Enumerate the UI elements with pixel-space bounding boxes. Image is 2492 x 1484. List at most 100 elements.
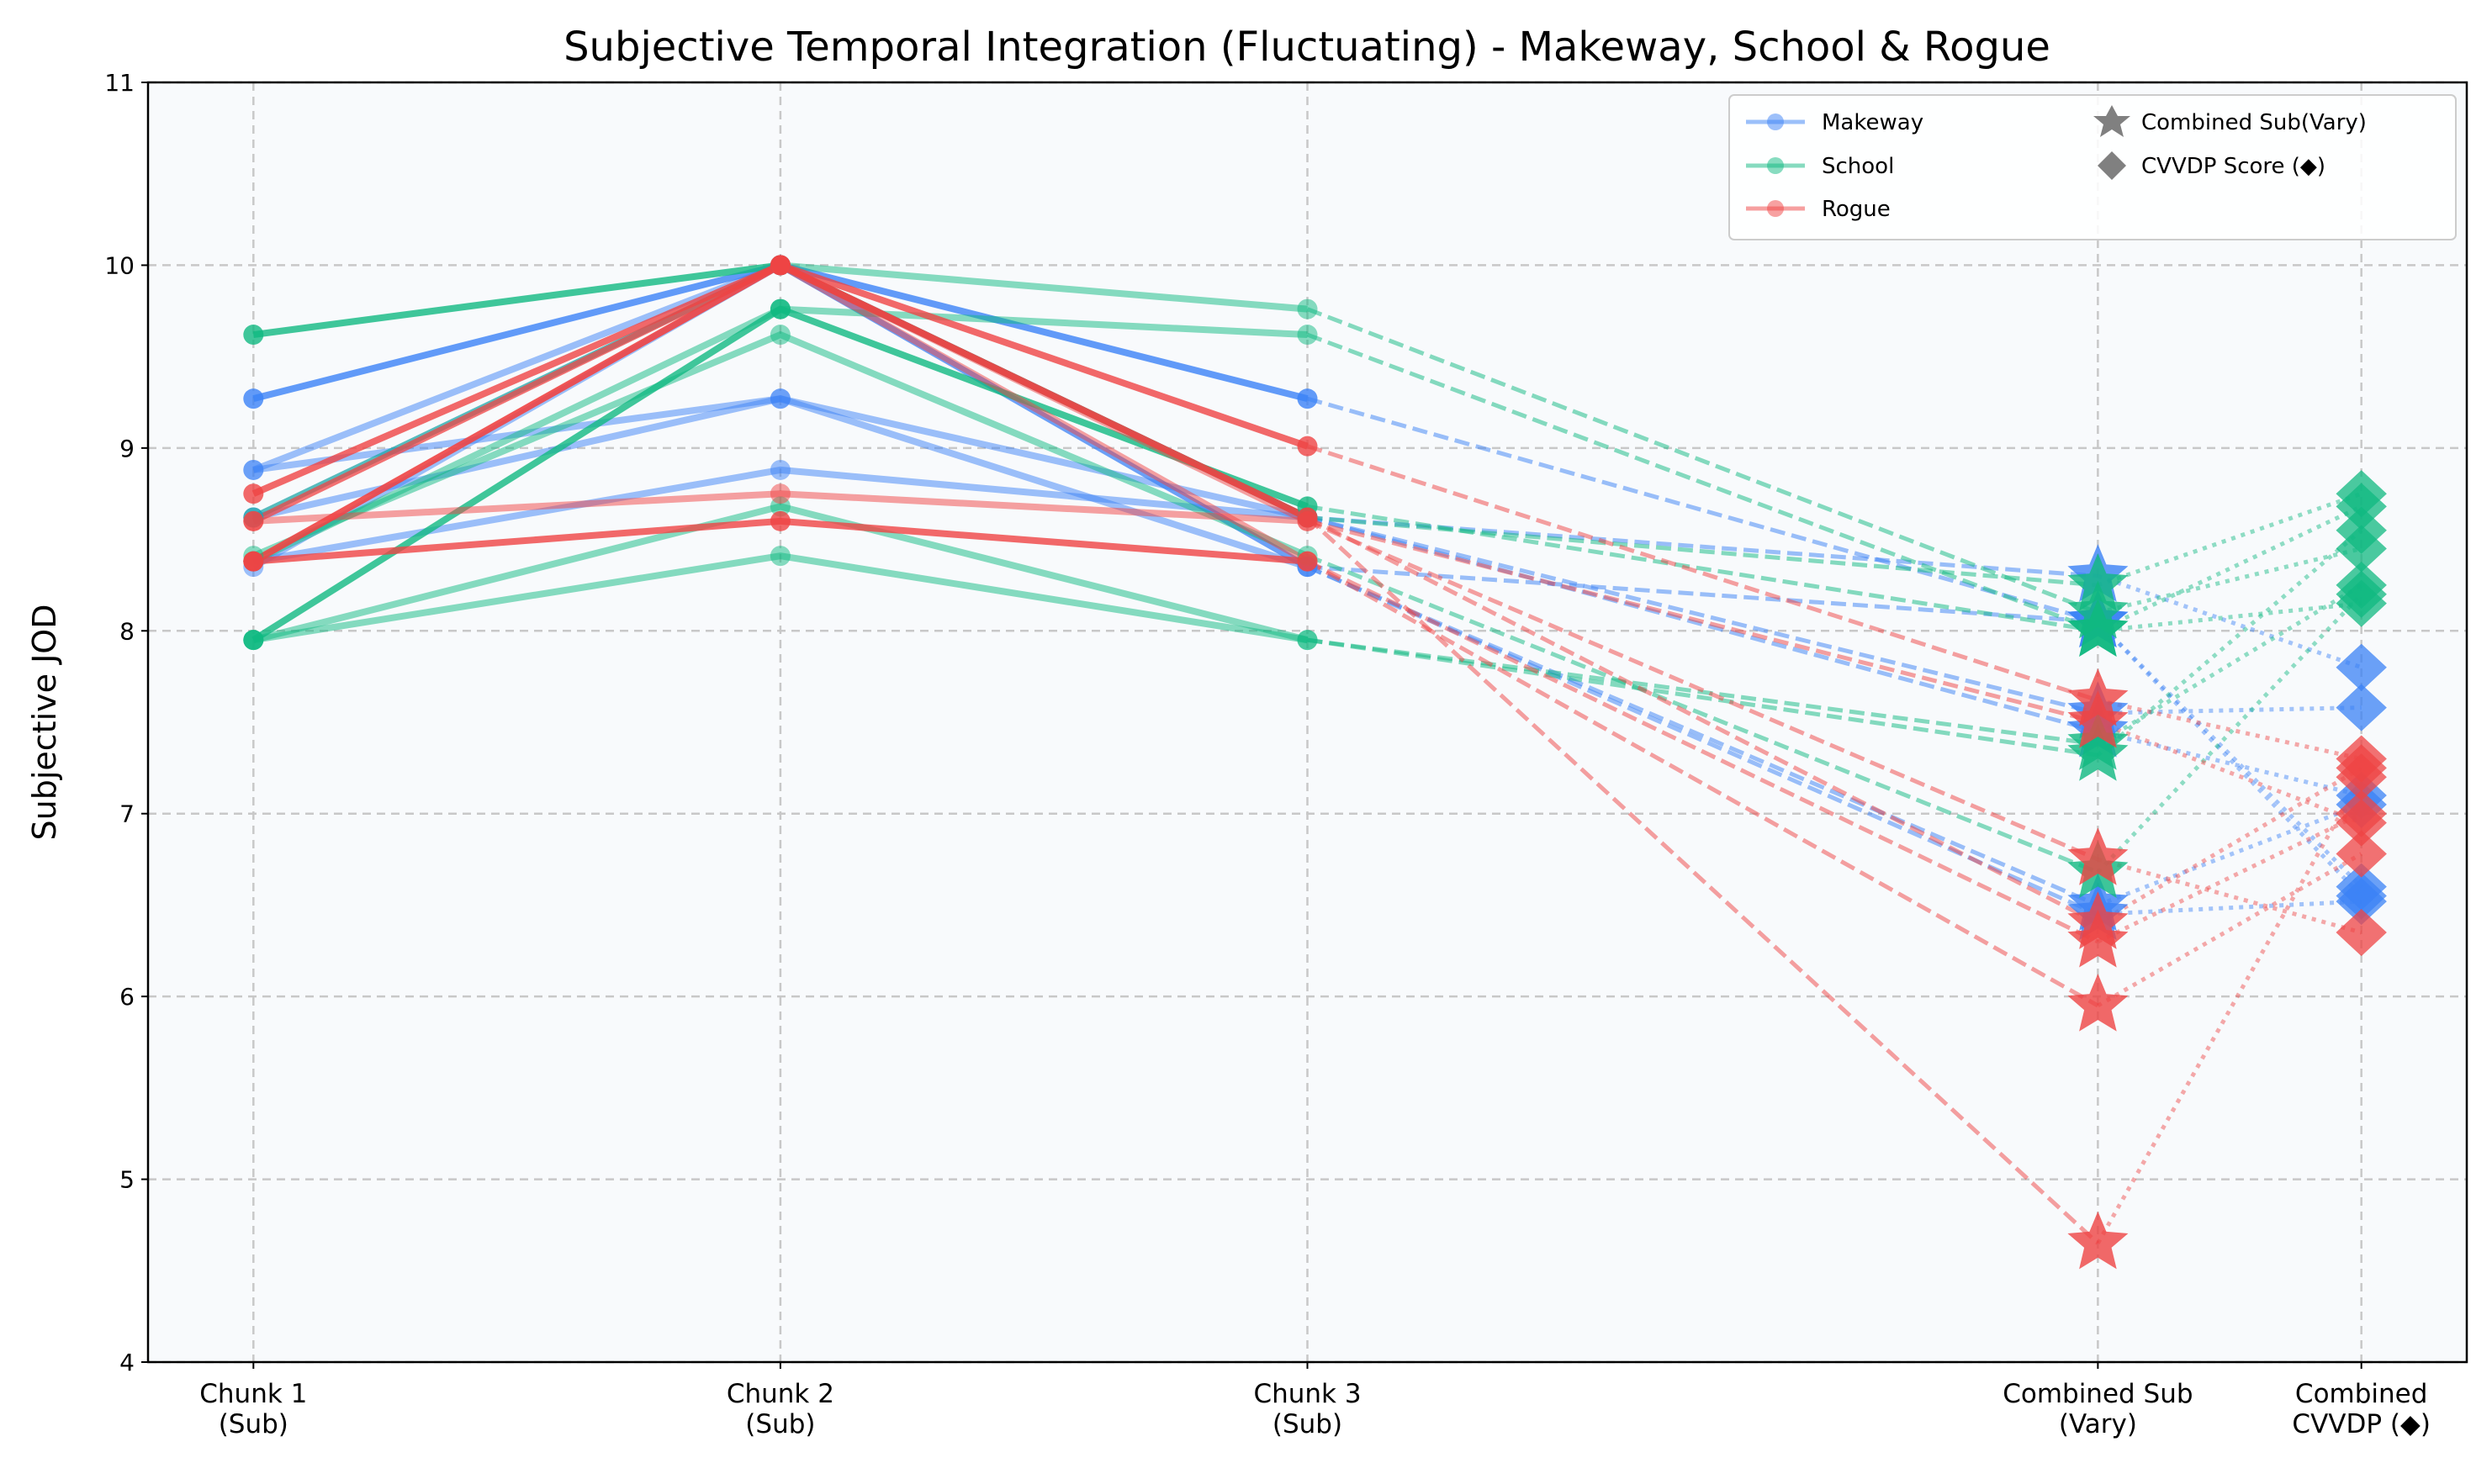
y-tick-label: 9 xyxy=(119,435,135,462)
rogue-combined-dashed-line xyxy=(1305,515,2100,1245)
school-cvvdp-diamond xyxy=(2336,579,2387,627)
makeway-cvvdp-dotted-line xyxy=(2097,573,2362,670)
makeway-cvvdp-dotted-line xyxy=(2096,620,2363,889)
rogue-combined-dashed-line xyxy=(1306,519,2099,725)
rogue-cvvdp-diamond xyxy=(2336,908,2387,957)
school-point xyxy=(770,546,791,567)
series-markers xyxy=(243,255,2387,1270)
x-tick-label: (Vary) xyxy=(2059,1409,2137,1439)
legend-label-cvvdp: CVVDP Score (◆) xyxy=(2141,154,2325,179)
makeway-point xyxy=(770,459,791,480)
rogue-combined-star xyxy=(2067,827,2129,885)
rogue-combined-star xyxy=(2067,690,2129,748)
x-tick-label: Chunk 1 xyxy=(199,1379,307,1409)
x-tick-label: (Sub) xyxy=(219,1409,288,1439)
school-cvvdp-dotted-line xyxy=(2098,601,2362,633)
legend-item-cvvdp: CVVDP Score (◆) xyxy=(2098,151,2325,180)
y-tick-label: 7 xyxy=(119,800,135,828)
chart-title: Subjective Temporal Integration (Fluctua… xyxy=(563,24,2050,71)
makeway-cvvdp-dotted-line xyxy=(2097,802,2362,907)
x-tick-label: (Sub) xyxy=(1272,1409,1342,1439)
legend-item-combined-sub: Combined Sub(Vary) xyxy=(2093,105,2367,137)
y-tick-label: 6 xyxy=(119,983,135,1011)
school-cvvdp-dotted-line xyxy=(2096,528,2363,758)
school-point xyxy=(770,325,791,346)
rogue-point xyxy=(1297,436,1318,457)
school-point xyxy=(243,630,264,651)
legend-frame xyxy=(1728,94,2457,240)
rogue-point xyxy=(770,483,791,504)
school-combined-dashed-line xyxy=(1307,637,2098,747)
makeway-point xyxy=(770,388,791,409)
rogue-cvvdp-dotted-line xyxy=(2097,811,2362,944)
diamond-icon xyxy=(2098,151,2126,180)
rogue-cvvdp-dotted-line xyxy=(2097,852,2362,1008)
makeway-cvvdp-dotted-line xyxy=(2096,620,2363,898)
rogue-combined-star xyxy=(2067,974,2129,1032)
x-tick-label: Combined Sub xyxy=(2003,1379,2193,1409)
x-tick-label: Combined xyxy=(2295,1379,2428,1409)
y-tick-label: 4 xyxy=(119,1349,135,1376)
legend-item-makeway: Makeway xyxy=(1746,110,1923,135)
school-cvvdp-dotted-line xyxy=(2097,547,2362,615)
rogue-cvvdp-diamond xyxy=(2336,753,2387,801)
school-combined-star xyxy=(2067,712,2129,770)
rogue-cvvdp-dotted-line xyxy=(2097,766,2362,926)
rogue-combined-dashed-line xyxy=(1306,519,2099,862)
legend: Makeway School Rogue Combined Sub(Vary) … xyxy=(1728,94,2457,240)
legend-label-rogue: Rogue xyxy=(1822,197,1891,222)
rogue-combined-dashed-line xyxy=(1306,444,2099,703)
makeway-cvvdp-dotted-line xyxy=(2097,729,2362,798)
makeway-cvvdp-diamond xyxy=(2336,863,2387,911)
rogue-cvvdp-dotted-line xyxy=(2097,698,2362,761)
school-cvvdp-dotted-line xyxy=(2097,491,2362,588)
makeway-combined-dashed-line xyxy=(1306,515,2098,716)
makeway-cvvdp-dotted-line xyxy=(2098,705,2362,716)
rogue-point xyxy=(770,255,791,276)
y-tick-label: 5 xyxy=(119,1166,135,1194)
rogue-point xyxy=(770,510,791,531)
y-tick-label: 11 xyxy=(104,69,135,97)
school-combined-dashed-line xyxy=(1306,553,2099,874)
school-point xyxy=(1297,325,1318,346)
school-point xyxy=(1297,630,1318,651)
x-tick-label: Chunk 3 xyxy=(1253,1379,1361,1409)
y-axis-label: Subjective JOD xyxy=(26,605,63,841)
x-tick-label: CVVDP (◆) xyxy=(2292,1409,2431,1439)
y-tick-label: 10 xyxy=(104,251,135,279)
y-axis: 4 5 6 7 8 9 10 11 xyxy=(104,69,148,1376)
rogue-combined-star xyxy=(2067,1211,2129,1270)
rogue-cvvdp-dotted-line xyxy=(2097,720,2362,825)
rogue-combined-star xyxy=(2067,910,2129,968)
makeway-point xyxy=(243,388,264,409)
school-cvvdp-dotted-line xyxy=(2097,583,2362,747)
makeway-point xyxy=(1297,388,1318,409)
rogue-point xyxy=(243,551,264,572)
rogue-combined-dashed-line xyxy=(1306,559,2099,1008)
makeway-cvvdp-dotted-line xyxy=(2098,899,2362,916)
x-axis: Chunk 1(Sub)Chunk 2(Sub)Chunk 3(Sub)Comb… xyxy=(199,1362,2431,1439)
legend-label-combined-sub: Combined Sub(Vary) xyxy=(2141,110,2367,135)
rogue-cvvdp-diamond xyxy=(2336,830,2387,878)
rogue-combined-dashed-line xyxy=(1306,515,2099,926)
rogue-combined-dashed-line xyxy=(1306,559,2099,944)
school-point xyxy=(1297,298,1318,320)
legend-item-rogue: Rogue xyxy=(1746,197,1891,222)
y-tick-label: 8 xyxy=(119,617,135,645)
school-point xyxy=(770,298,791,320)
school-combined-dashed-line xyxy=(1307,504,2098,633)
rogue-point xyxy=(243,510,264,531)
school-cvvdp-diamond xyxy=(2336,525,2387,573)
rogue-cvvdp-dotted-line xyxy=(2096,775,2363,1244)
legend-item-school: School xyxy=(1746,154,1894,179)
x-tick-label: Chunk 2 xyxy=(727,1379,834,1409)
x-tick-label: (Sub) xyxy=(745,1409,815,1439)
star-icon xyxy=(2093,105,2130,137)
legend-label-school: School xyxy=(1822,154,1894,179)
rogue-point xyxy=(1297,507,1318,528)
school-cvvdp-dotted-line xyxy=(2097,504,2362,633)
school-point xyxy=(243,325,264,346)
school-combined-dashed-line xyxy=(1306,332,2099,633)
makeway-combined-dashed-line xyxy=(1306,396,2099,624)
